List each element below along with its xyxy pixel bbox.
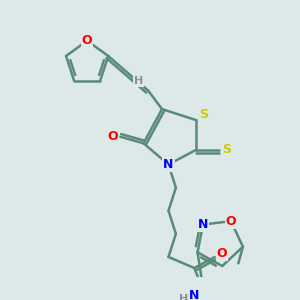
Text: O: O [108, 130, 118, 143]
Text: O: O [217, 247, 227, 260]
Text: H: H [178, 293, 188, 300]
Text: N: N [189, 289, 200, 300]
Text: H: H [134, 76, 143, 86]
Text: S: S [199, 108, 208, 121]
Text: O: O [82, 34, 92, 47]
Text: O: O [226, 214, 236, 228]
Text: N: N [163, 158, 174, 171]
Text: S: S [222, 143, 231, 156]
Text: N: N [198, 218, 208, 231]
